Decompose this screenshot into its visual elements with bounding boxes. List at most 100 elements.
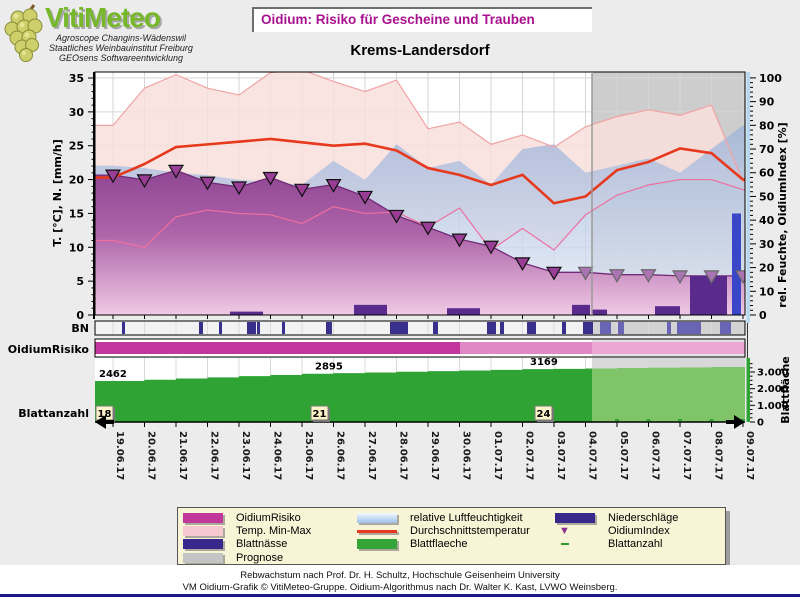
- date-axis: 19.06.17 20.06.17 21.06.17 22.06.17 23.06.17…: [114, 431, 755, 480]
- svg-text:10: 10: [69, 241, 85, 254]
- svg-text:08.07.17: 08.07.17: [713, 431, 724, 480]
- svg-text:2.000: 2.000: [757, 384, 789, 395]
- risk-swatch: [183, 512, 223, 523]
- svg-text:OidiumRisiko: OidiumRisiko: [8, 343, 90, 356]
- legend-item-precip: Niederschläge: [555, 511, 678, 524]
- svg-text:19.06.17: 19.06.17: [114, 431, 125, 480]
- svg-text:15: 15: [69, 207, 84, 220]
- legend-item-leafdash: Blattanzahl: [555, 538, 678, 551]
- legend-label: Temp. Min-Max: [236, 525, 312, 538]
- footer-credit-line-1: Rebwachstum nach Prof. Dr. H. Schultz, H…: [240, 570, 560, 581]
- legend-item-wetness: Blattnässe: [183, 538, 311, 551]
- left-axis: 0 5 10 15 20 25 30 35 T. [°C], N. [mm/h]: [51, 72, 95, 322]
- oidium-index-triangle-icon: ▼: [559, 525, 570, 538]
- redline-swatch: [357, 529, 397, 533]
- leafdash-swatch: [555, 538, 595, 550]
- legend-item-leafarea: Blattflaeche: [357, 538, 530, 551]
- humidity-swatch: [357, 512, 397, 523]
- report-title-box: Oidium: Risiko für Gescheine und Trauben: [252, 7, 592, 32]
- svg-text:2462: 2462: [99, 369, 127, 380]
- bottom-border-bar: [0, 594, 800, 597]
- svg-text:29.06.17: 29.06.17: [429, 431, 440, 480]
- logo-subtitle-3: GEOsens Softwareentwicklung: [58, 53, 184, 63]
- footer-credit-line-2: VM Oidium-Grafik © VitiMeteo-Gruppe. Oid…: [182, 582, 618, 593]
- leafarea-swatch: [357, 539, 397, 550]
- legend-column-2: relative Luftfeuchtigkeit Durchschnittste…: [357, 511, 530, 551]
- svg-text:06.07.17: 06.07.17: [650, 431, 661, 480]
- svg-text:24: 24: [537, 409, 551, 420]
- legend-item-triangle: ▼ OidiumIndex: [555, 524, 678, 537]
- right-axis: 0 10 20 30 40 50 60 70 80 90 100 rel. Feuchte, Oidi…: [746, 72, 789, 358]
- svg-text:90: 90: [759, 96, 775, 109]
- svg-text:50: 50: [759, 190, 775, 203]
- scroll-left-arrow[interactable]: [95, 415, 114, 429]
- svg-text:BN: BN: [71, 322, 89, 335]
- svg-text:0: 0: [757, 418, 764, 429]
- svg-text:01.07.17: 01.07.17: [492, 431, 503, 480]
- svg-text:04.07.17: 04.07.17: [587, 431, 598, 480]
- svg-text:20: 20: [69, 174, 85, 187]
- svg-text:0: 0: [759, 309, 767, 322]
- legend-item-humidity: relative Luftfeuchtigkeit: [357, 511, 530, 524]
- svg-text:30: 30: [759, 238, 775, 251]
- legend-label: Blattanzahl: [608, 538, 663, 551]
- svg-text:30.06.17: 30.06.17: [461, 431, 472, 480]
- svg-text:1.000: 1.000: [757, 401, 789, 412]
- svg-text:60: 60: [759, 167, 775, 180]
- svg-text:25: 25: [69, 140, 84, 153]
- logo-title: VitiMeteo: [45, 2, 161, 33]
- avg-temp-line: [95, 137, 745, 205]
- legend-column-3: Niederschläge ▼ OidiumIndex Blattanzahl: [555, 511, 678, 551]
- svg-text:rel. Feuchte, OidiumIndex [%]: rel. Feuchte, OidiumIndex [%]: [776, 122, 789, 307]
- grape-logo-icon: [4, 4, 43, 62]
- svg-text:18: 18: [98, 409, 112, 420]
- svg-text:10: 10: [759, 285, 775, 298]
- legend-label: Niederschläge: [608, 511, 679, 524]
- leaf-count-label: Blattanzahl: [18, 407, 89, 420]
- leaf-wetness-strip: BN: [71, 320, 746, 336]
- scroll-right-arrow[interactable]: [726, 415, 745, 429]
- legend-label: Durchschnittstemperatur: [410, 525, 530, 538]
- legend-label: Blattnässe: [236, 538, 288, 551]
- oidium-risk-strip: OidiumRisiko: [8, 338, 746, 358]
- svg-text:26.06.17: 26.06.17: [335, 431, 346, 480]
- svg-text:27.06.17: 27.06.17: [366, 431, 377, 480]
- svg-text:05.07.17: 05.07.17: [618, 431, 629, 480]
- svg-text:70: 70: [759, 143, 775, 156]
- logo-subtitle-2: Staatliches Weinbauinstitut Freiburg: [49, 43, 193, 53]
- svg-text:3169: 3169: [530, 357, 558, 368]
- logo-subtitle-1: Agroscope Changins-Wädenswil: [55, 33, 187, 43]
- svg-text:80: 80: [759, 119, 775, 132]
- svg-text:3.000: 3.000: [757, 367, 789, 378]
- svg-text:24.06.17: 24.06.17: [272, 431, 283, 480]
- legend-item-tempband: Temp. Min-Max: [183, 524, 311, 537]
- main-plot: [95, 72, 745, 315]
- legend-column-1: OidiumRisiko Temp. Min-Max Blattnässe Progn…: [183, 511, 311, 565]
- leaf-count-dash-icon: [561, 543, 569, 546]
- legend-label: OidiumRisiko: [236, 511, 301, 524]
- oidium-index-area: [95, 170, 745, 315]
- legend-item-risk: OidiumRisiko: [183, 511, 311, 524]
- tempband-swatch: [183, 526, 223, 537]
- svg-text:28.06.17: 28.06.17: [398, 431, 409, 480]
- svg-text:03.07.17: 03.07.17: [555, 431, 566, 480]
- leaf-area-panel: 2462 2895 3169 18 21 24: [95, 357, 745, 427]
- precipitation-bars: [230, 213, 741, 315]
- svg-text:100: 100: [759, 72, 782, 85]
- triangle-swatch: ▼: [555, 525, 595, 537]
- svg-text:2895: 2895: [315, 362, 343, 373]
- logo-subtitles: Agroscope Changins-Wädenswil Staatliches…: [26, 33, 216, 63]
- precip-swatch: [555, 512, 595, 523]
- chart-legend: OidiumRisiko Temp. Min-Max Blattnässe Progn…: [177, 507, 726, 565]
- prognose-swatch: [183, 552, 223, 563]
- svg-text:5: 5: [76, 275, 84, 288]
- legend-item-redline: Durchschnittstemperatur: [357, 524, 530, 537]
- svg-text:21.06.17: 21.06.17: [177, 431, 188, 480]
- svg-text:09.07.17: 09.07.17: [744, 431, 755, 480]
- svg-text:30: 30: [69, 106, 85, 119]
- oidium-risk-chart: 0 5 10 15 20 25 30 35 T. [°C], N. [mm/h] 0 10 20 30 4…: [8, 71, 792, 480]
- svg-text:02.07.17: 02.07.17: [524, 431, 535, 480]
- legend-label: relative Luftfeuchtigkeit: [410, 511, 523, 524]
